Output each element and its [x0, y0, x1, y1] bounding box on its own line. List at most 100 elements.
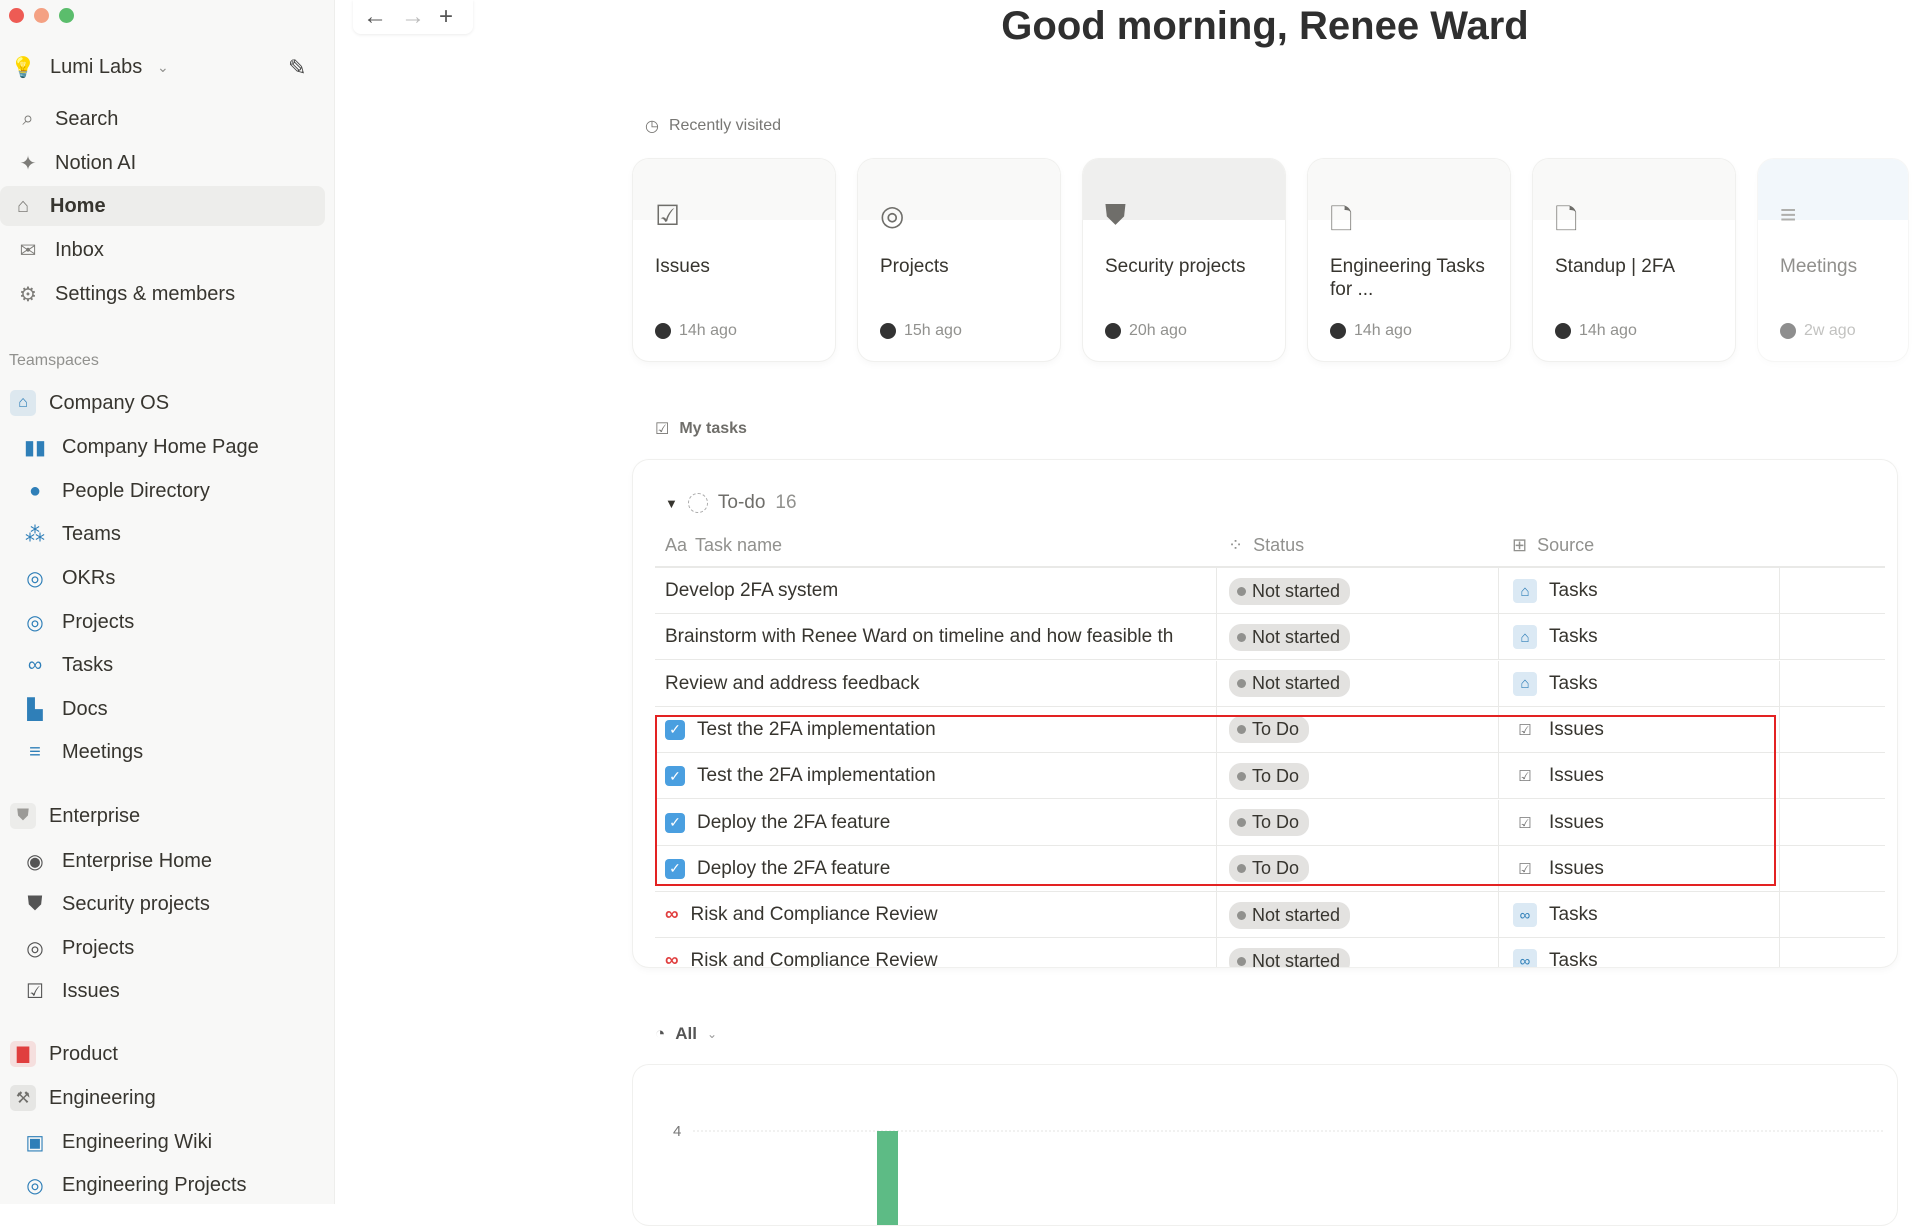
minimize-window-button[interactable] — [34, 8, 49, 23]
target-icon: ◎ — [26, 567, 44, 590]
table-row[interactable]: ✓ Deploy the 2FA feature To Do ☑ Issues — [655, 845, 1885, 892]
y-tick-label: 4 — [673, 1123, 681, 1140]
task-name-cell[interactable]: ∞ Risk and Compliance Review — [655, 938, 1216, 967]
recent-card[interactable]: ⛊ Security projects 20h ago — [1083, 159, 1285, 361]
sidebar-item-engineering-projects[interactable]: ◎ Engineering Projects — [0, 1165, 325, 1205]
status-icon: ⁘ — [1228, 534, 1244, 555]
search-icon: ⌕ — [22, 107, 34, 130]
source-cell[interactable]: ⌂ Tasks — [1498, 660, 1780, 707]
column-header-source[interactable]: ⊞ Source — [1512, 534, 1595, 555]
status-cell[interactable]: To Do — [1216, 753, 1498, 800]
chart-filter-dropdown[interactable]: ◔ All ⌄ — [655, 1024, 718, 1043]
source-cell[interactable]: ☑ Issues — [1498, 753, 1780, 800]
new-page-icon[interactable]: ✎ — [288, 55, 307, 80]
back-button[interactable]: ← — [363, 3, 387, 30]
checkbox-icon: ☑ — [655, 200, 681, 231]
sidebar-item-engineering-wiki[interactable]: ▣ Engineering Wiki — [0, 1122, 325, 1162]
sidebar-item-projects[interactable]: ◎ Projects — [0, 602, 325, 642]
gear-icon: ⚙ — [19, 283, 37, 306]
status-cell[interactable]: Not started — [1216, 892, 1498, 939]
sidebar-item-home[interactable]: ⌂ Home — [0, 186, 325, 226]
teamspace-product[interactable]: ▇ Product — [0, 1034, 325, 1074]
table-row[interactable]: Brainstorm with Renee Ward on timeline a… — [655, 614, 1885, 661]
table-row[interactable]: ∞ Risk and Compliance Review Not started … — [655, 892, 1885, 939]
avatar — [880, 323, 896, 339]
target-icon: ◎ — [26, 937, 44, 960]
source-cell[interactable]: ∞ Tasks — [1498, 938, 1780, 967]
shield-icon: ⛊ — [1105, 199, 1127, 230]
maximize-window-button[interactable] — [59, 8, 74, 23]
sidebar-item-people-directory[interactable]: ● People Directory — [0, 471, 325, 511]
recent-card[interactable]: ≡ Meetings 2w ago — [1758, 159, 1908, 361]
status-cell[interactable]: To Do — [1216, 706, 1498, 753]
sidebar-item-company-home-page[interactable]: ▮▮ Company Home Page — [23, 435, 259, 459]
source-cell[interactable]: ⌂ Tasks — [1498, 614, 1780, 661]
sidebar-item-notion-ai[interactable]: ✦ Notion AI — [5, 143, 330, 183]
sidebar-item-security-projects[interactable]: ⛊ Security projects — [0, 884, 325, 924]
task-name-cell[interactable]: ✓ Deploy the 2FA feature — [655, 800, 1216, 846]
sidebar-item-meetings[interactable]: ≡ Meetings — [0, 732, 325, 772]
forward-button[interactable]: → — [401, 3, 425, 30]
status-cell[interactable]: Not started — [1216, 938, 1498, 967]
sidebar-item-enterprise-home[interactable]: ◉ Enterprise Home — [0, 841, 325, 881]
recent-card[interactable]: ◎ Projects 15h ago — [858, 159, 1060, 361]
task-name-cell[interactable]: Review and address feedback — [665, 672, 920, 694]
table-row[interactable]: Review and address feedback Not started … — [655, 660, 1885, 707]
avatar — [1780, 323, 1796, 339]
meetings-icon: ≡ — [1780, 199, 1797, 230]
column-header-status[interactable]: ⁘ Status — [1228, 534, 1305, 555]
sidebar-item-tasks[interactable]: ∞ Tasks — [0, 645, 325, 685]
sidebar-item-teams[interactable]: ⁂ Teams — [0, 514, 325, 554]
status-cell[interactable]: To Do — [1216, 799, 1498, 846]
sidebar-item-inbox[interactable]: ✉ Inbox — [5, 230, 330, 270]
sidebar-item-settings-members[interactable]: ⚙ Settings & members — [5, 274, 330, 314]
task-name-cell[interactable]: Brainstorm with Renee Ward on timeline a… — [665, 626, 1174, 648]
table-row[interactable]: ✓ Test the 2FA implementation To Do ☑ Issu… — [655, 706, 1885, 753]
workspace-switcher[interactable]: 💡 Lumi Labs ⌄ — [10, 55, 169, 79]
recent-card[interactable]: ☑ Issues 14h ago — [633, 159, 835, 361]
table-row[interactable]: ✓ Test the 2FA implementation To Do ☑ Issu… — [655, 753, 1885, 800]
avatar — [1555, 323, 1571, 339]
teamspace-enterprise[interactable]: ⛊ Enterprise — [0, 796, 325, 836]
status-cell[interactable]: Not started — [1216, 614, 1498, 661]
chart-bar[interactable] — [877, 1131, 898, 1230]
task-name-cell[interactable]: ✓ Deploy the 2FA feature — [655, 846, 1216, 892]
sidebar-item-docs[interactable]: ▙ Docs — [0, 689, 325, 729]
card-cover — [858, 159, 1060, 220]
status-cell[interactable]: Not started — [1216, 568, 1498, 614]
task-name-cell[interactable]: Develop 2FA system — [665, 580, 839, 601]
teamspace-engineering[interactable]: ⚒ Engineering — [0, 1078, 325, 1118]
source-cell[interactable]: ☑ Issues — [1498, 845, 1780, 892]
avatar — [1330, 323, 1346, 339]
task-name-cell[interactable]: ∞ Risk and Compliance Review — [665, 904, 938, 926]
source-cell[interactable]: ∞ Tasks — [1498, 892, 1780, 939]
new-tab-button[interactable]: + — [439, 3, 454, 30]
group-toggle[interactable]: ▼ To-do 16 — [665, 492, 797, 513]
column-header-task-name[interactable]: Aa Task name — [665, 534, 783, 555]
status-cell[interactable]: Not started — [1216, 660, 1498, 707]
sidebar-item-okrs[interactable]: ◎ OKRs — [0, 558, 325, 598]
checkbox-icon: ✓ — [665, 719, 685, 740]
table-header: Aa Task name ⁘ Status ⊞ Source — [655, 522, 1885, 568]
close-window-button[interactable] — [9, 8, 24, 23]
source-cell[interactable]: ☑ Issues — [1498, 799, 1780, 846]
table-row[interactable]: ∞ Risk and Compliance Review Not started … — [655, 938, 1885, 967]
source-cell[interactable]: ☑ Issues — [1498, 706, 1780, 753]
task-name-cell[interactable]: ✓ Test the 2FA implementation — [655, 753, 1216, 799]
task-name-cell[interactable]: ✓ Test the 2FA implementation — [655, 707, 1216, 753]
sidebar-item-search[interactable]: ⌕ Search — [5, 99, 330, 139]
chart-icon: ◔ — [655, 1024, 666, 1043]
chart-card: 4 — [633, 1065, 1897, 1230]
teamspace-company-os[interactable]: ⌂ Company OS — [0, 383, 325, 423]
recent-card[interactable]: 🗋 Standup | 2FA 14h ago — [1533, 159, 1735, 361]
table-row[interactable]: Develop 2FA system Not started ⌂ Tasks — [655, 568, 1885, 614]
status-badge: To Do — [1229, 762, 1310, 790]
table-row[interactable]: ✓ Deploy the 2FA feature To Do ☑ Issues — [655, 799, 1885, 846]
sidebar-item-projects[interactable]: ◎ Projects — [0, 928, 325, 968]
status-badge: To Do — [1229, 716, 1310, 744]
source-cell[interactable]: ⌂ Tasks — [1498, 568, 1780, 614]
status-cell[interactable]: To Do — [1216, 845, 1498, 892]
sidebar-item-issues[interactable]: ☑ Issues — [0, 971, 325, 1011]
tasks-table: ▼ To-do 16 Aa Task name ⁘ Status ⊞ Source D… — [633, 460, 1897, 967]
recent-card[interactable]: 🗋 Engineering Tasks for ... 14h ago — [1308, 159, 1510, 361]
